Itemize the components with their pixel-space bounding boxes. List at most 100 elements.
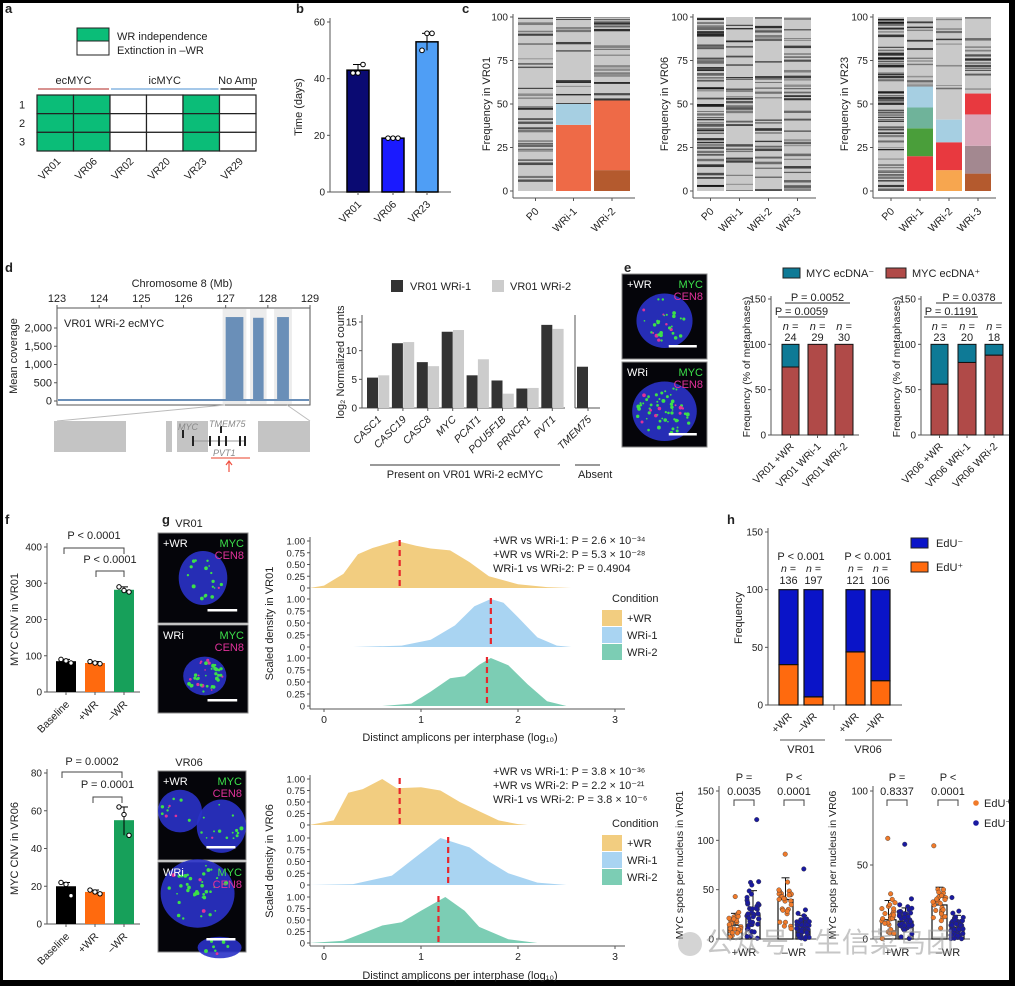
- fish-spot: [678, 411, 682, 415]
- legend-label: WRi-1: [627, 855, 658, 867]
- legend-swatch-ecdna-negative: [782, 267, 801, 279]
- table-cell: [145, 94, 184, 115]
- data-point: [754, 817, 760, 823]
- barcode-stripe: [878, 52, 904, 55]
- legend-swatch: [602, 869, 622, 885]
- watermark: 公众号 · 生信菜鸟团: [705, 927, 954, 958]
- fish-spot: [642, 308, 646, 312]
- fish-spot: [647, 396, 650, 399]
- barcode-stripe: [697, 27, 724, 31]
- barcode-stripe: [697, 127, 724, 130]
- y-axis-label: MYC CNV in VR06: [9, 802, 21, 895]
- channel-label-myc: MYC: [679, 279, 704, 291]
- barcode-stripe: [784, 56, 811, 58]
- group-label: VR06: [854, 744, 882, 756]
- fish-spot: [186, 574, 190, 577]
- y-axis-label: Scaled density in VR01: [264, 567, 276, 681]
- locus-block: [166, 421, 172, 452]
- x-tick-label: 127: [216, 293, 234, 305]
- data-point: [907, 935, 913, 941]
- fish-spot: [200, 883, 204, 888]
- fish-spot: [215, 952, 219, 956]
- x-tick-label: 3: [612, 951, 618, 963]
- n-value: 24: [784, 332, 796, 344]
- barcode-stripe: [726, 91, 753, 93]
- barcode-stripe: [556, 80, 591, 82]
- data-point: [419, 47, 425, 54]
- barcode-stripe: [697, 33, 724, 37]
- y-tick-label: 25: [677, 143, 689, 154]
- barcode-stripe: [878, 134, 904, 138]
- exon: [239, 436, 241, 446]
- legend-label: +WR: [627, 838, 652, 850]
- fish-spot: [671, 427, 675, 431]
- clone-segment: [594, 170, 630, 191]
- group-label: ecMYC: [55, 75, 91, 87]
- clone-segment: [907, 156, 933, 191]
- fish-spot: [642, 393, 646, 398]
- barcode-stripe: [878, 158, 904, 160]
- barcode-stripe: [878, 73, 904, 76]
- legend-dot: [973, 800, 979, 806]
- barcode-stripe: [878, 99, 904, 101]
- barcode-stripe: [726, 79, 753, 80]
- channel-label-cen8: CEN8: [213, 788, 242, 800]
- barcode-stripe: [755, 122, 782, 124]
- bar: [541, 324, 553, 408]
- barcode-stripe: [936, 30, 962, 34]
- barcode-stripe: [907, 63, 933, 66]
- fish-spot: [198, 878, 202, 882]
- barcode-stripe: [936, 85, 962, 86]
- data-point: [746, 915, 752, 921]
- barcode-stripe: [907, 60, 933, 62]
- barcode-stripe: [965, 17, 991, 19]
- fish-spot: [214, 672, 218, 676]
- fish-spot: [669, 402, 674, 406]
- clone-segment: [965, 114, 991, 146]
- data-point: [909, 905, 915, 911]
- table-cell: [109, 131, 148, 152]
- y-tick-label: 5: [351, 375, 357, 386]
- data-point: [726, 915, 732, 921]
- data-point: [116, 804, 122, 810]
- barcode-stripe: [518, 66, 553, 69]
- barcode-stripe: [518, 87, 553, 89]
- row-label: 1: [19, 99, 25, 111]
- bar-segment-positive: [834, 343, 854, 436]
- data-point: [92, 889, 98, 895]
- fish-spot: [647, 411, 651, 415]
- bar-segment-positive: [984, 354, 1004, 436]
- barcode-stripe: [518, 143, 553, 145]
- bar-segment-edu-positive: [845, 651, 866, 706]
- barcode-stripe: [697, 18, 724, 20]
- fish-spot: [639, 402, 642, 405]
- exon: [192, 436, 194, 446]
- y-tick-label: 0: [351, 404, 357, 415]
- bar-segment-positive: [781, 366, 800, 436]
- barcode-background: [726, 17, 753, 191]
- y-tick-label: 0.25: [287, 572, 306, 583]
- significance-bracket: [63, 547, 125, 554]
- x-axis-label: Distinct amplicons per interphase (log₁₀…: [362, 970, 557, 982]
- y-tick-label: 0: [910, 431, 916, 442]
- fish-spot: [675, 429, 679, 433]
- p-value-annotation: +WR vs WRi-2: P = 2.2 × 10⁻²¹: [493, 780, 645, 792]
- barcode-stripe: [878, 24, 904, 26]
- data-point: [949, 895, 955, 901]
- y-axis-label: Frequency in VR01: [481, 57, 493, 151]
- barcode-background: [755, 17, 782, 191]
- p-value-label: P < 0.0001: [83, 554, 136, 566]
- fish-spot: [645, 398, 649, 402]
- p-value-label: P = 0.0001: [81, 779, 134, 791]
- n-label: n =: [986, 321, 1002, 333]
- bar: [378, 375, 390, 408]
- bar-segment-negative: [930, 343, 949, 385]
- significance-bracket: [886, 799, 908, 806]
- row-label: 2: [19, 118, 25, 130]
- fish-spot: [656, 414, 659, 416]
- data-point: [953, 921, 959, 927]
- y-tick-label: 0.25: [287, 809, 306, 820]
- data-point: [786, 892, 792, 898]
- fish-spot: [215, 877, 218, 880]
- data-point: [745, 925, 751, 931]
